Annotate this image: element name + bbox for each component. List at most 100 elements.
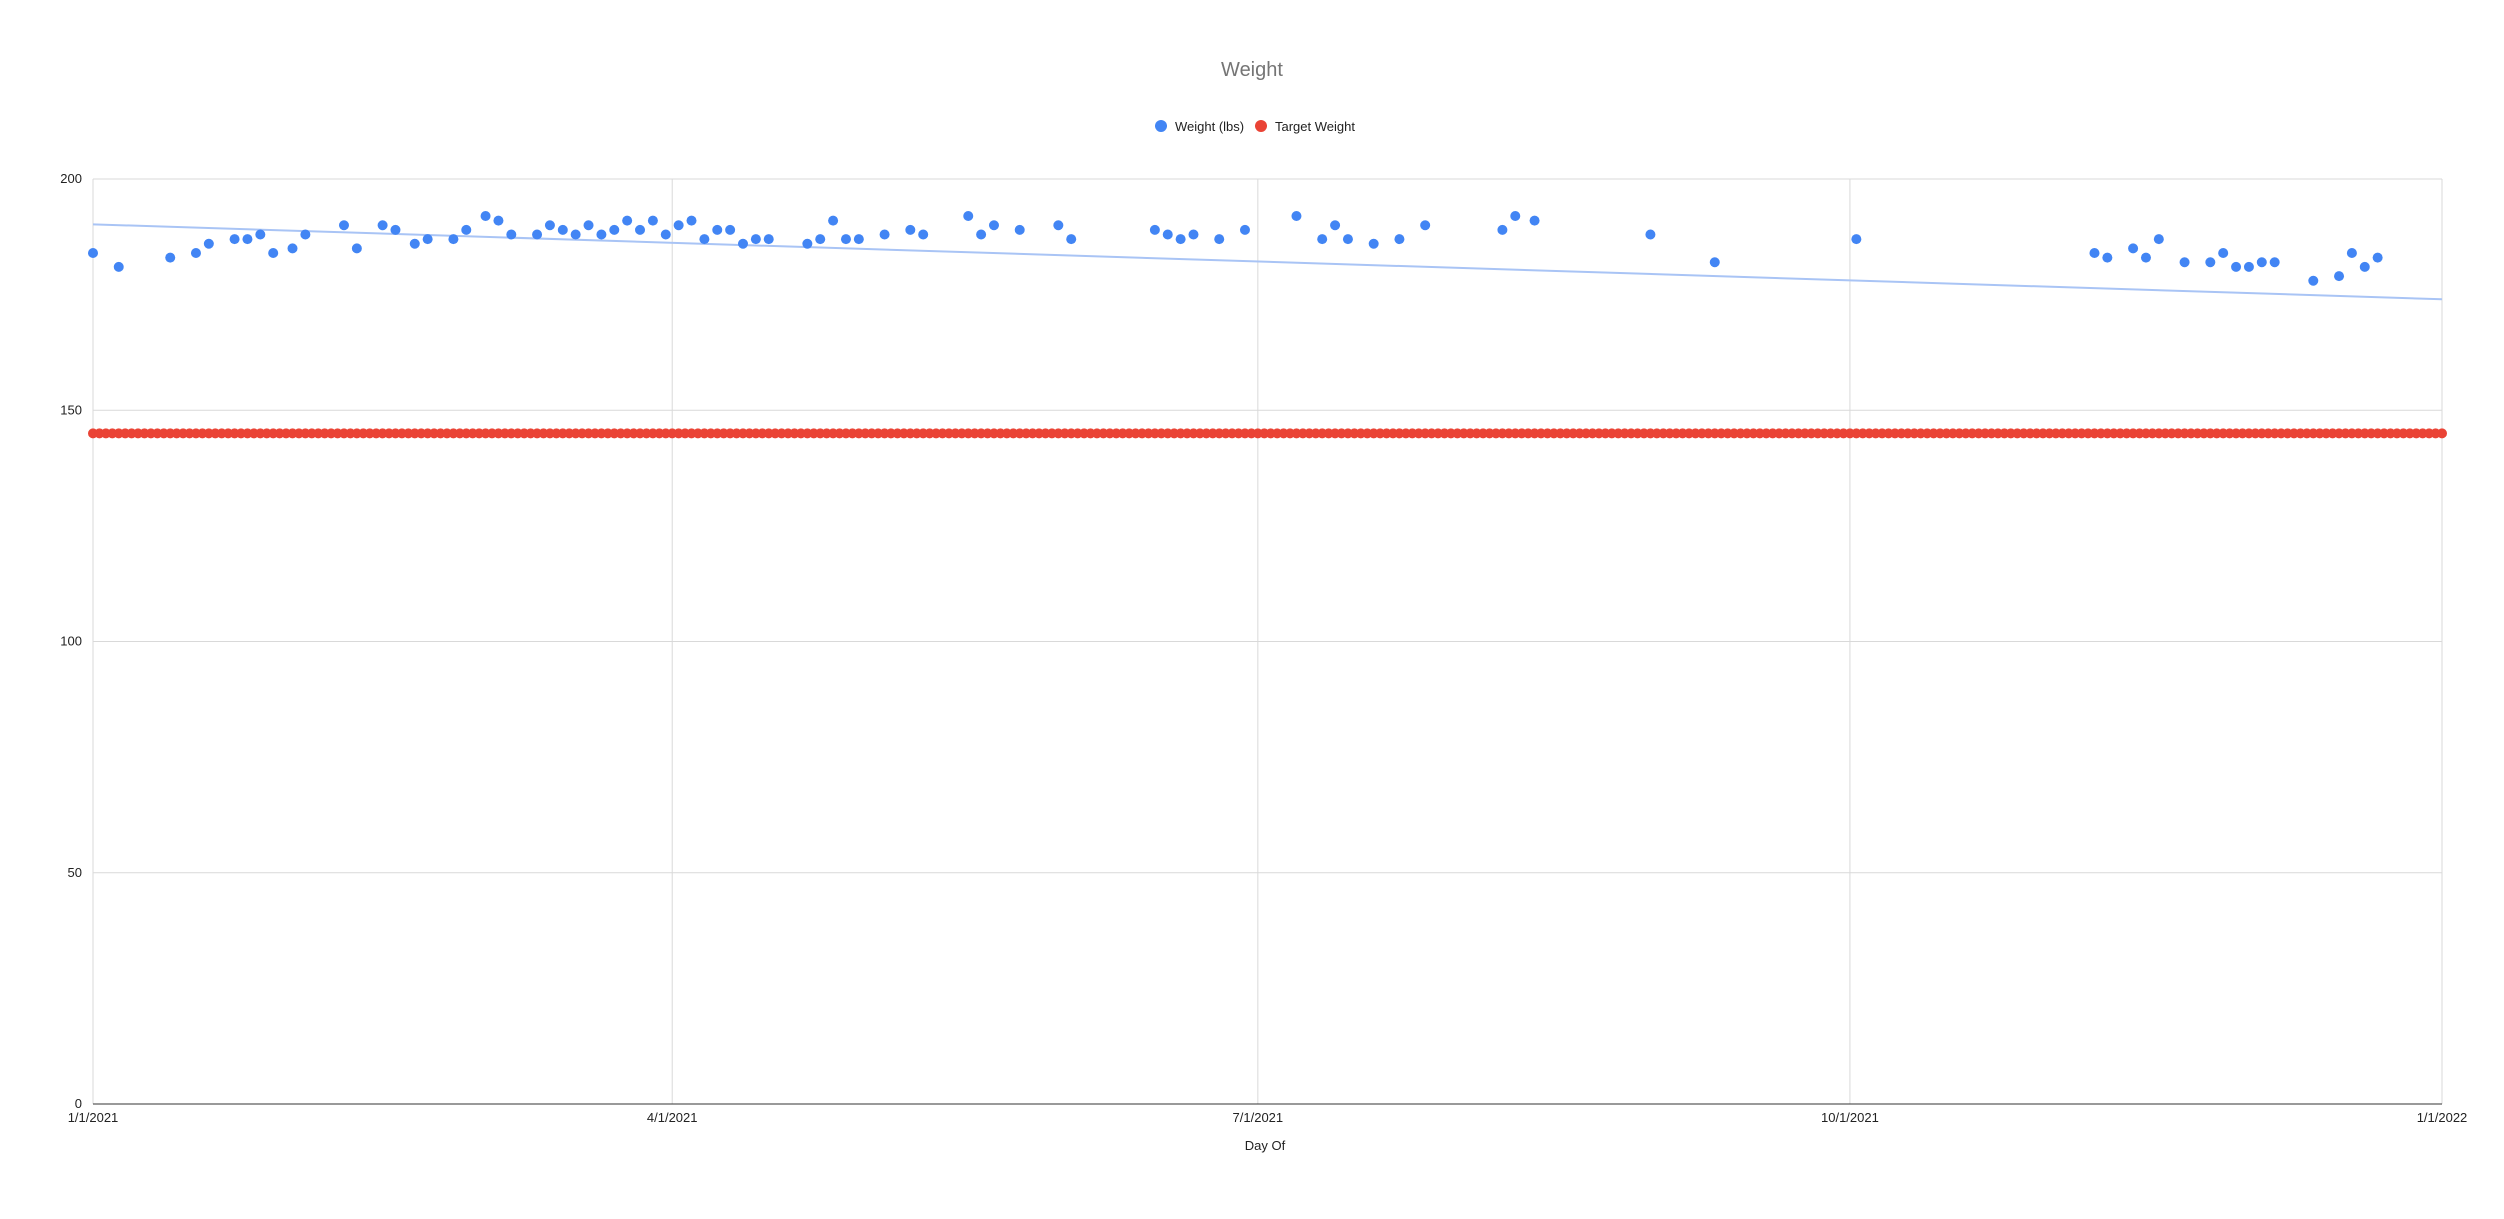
weight-point[interactable] bbox=[686, 215, 697, 226]
weight-point[interactable] bbox=[409, 238, 420, 249]
weight-point[interactable] bbox=[963, 211, 974, 221]
weight-point[interactable] bbox=[113, 261, 124, 272]
weight-point[interactable] bbox=[1342, 234, 1353, 245]
weight-point[interactable] bbox=[2128, 243, 2139, 254]
weight-point[interactable] bbox=[2346, 248, 2357, 258]
weight-point[interactable] bbox=[557, 224, 568, 235]
weight-point[interactable] bbox=[493, 215, 504, 226]
weight-point[interactable] bbox=[583, 220, 594, 231]
x-tick-label: 7/1/2021 bbox=[1233, 1110, 1284, 1125]
weight-point[interactable] bbox=[190, 248, 201, 258]
weight-point[interactable] bbox=[1709, 257, 1720, 268]
weight-point[interactable] bbox=[2089, 248, 2100, 258]
weight-point[interactable] bbox=[2102, 252, 2113, 263]
weight-point[interactable] bbox=[2372, 252, 2383, 263]
y-axis-tick-labels: 0 50 100 150 200 bbox=[60, 171, 82, 1111]
weight-point[interactable] bbox=[1053, 220, 1064, 231]
weight-point[interactable] bbox=[673, 220, 684, 231]
weight-point[interactable] bbox=[1851, 234, 1862, 245]
weight-point[interactable] bbox=[2334, 271, 2345, 282]
weight-point[interactable] bbox=[1175, 234, 1186, 245]
weight-point[interactable] bbox=[1014, 224, 1025, 235]
weight-point[interactable] bbox=[853, 234, 864, 245]
x-tick-label: 1/1/2021 bbox=[68, 1110, 119, 1125]
weight-point[interactable] bbox=[229, 234, 240, 245]
weight-point[interactable] bbox=[2256, 257, 2267, 268]
weight-point[interactable] bbox=[506, 229, 517, 240]
weight-point[interactable] bbox=[338, 220, 349, 231]
weight-point[interactable] bbox=[763, 234, 774, 245]
weight-point[interactable] bbox=[750, 234, 761, 245]
weight-point[interactable] bbox=[905, 224, 916, 235]
weight-point[interactable] bbox=[242, 234, 253, 245]
weight-point[interactable] bbox=[712, 224, 723, 235]
weight-point[interactable] bbox=[351, 243, 362, 254]
weight-point[interactable] bbox=[1645, 229, 1656, 240]
weight-point[interactable] bbox=[622, 215, 633, 226]
weight-point[interactable] bbox=[544, 220, 555, 231]
weight-point[interactable] bbox=[2153, 234, 2164, 245]
legend-item-target[interactable]: Target Weight bbox=[1255, 119, 1355, 134]
weight-point[interactable] bbox=[570, 229, 581, 240]
weight-point[interactable] bbox=[840, 234, 851, 245]
weight-point[interactable] bbox=[1066, 234, 1077, 245]
weight-point[interactable] bbox=[88, 248, 98, 258]
weight-point[interactable] bbox=[268, 248, 279, 258]
weight-point[interactable] bbox=[255, 229, 266, 240]
weight-point[interactable] bbox=[1394, 234, 1405, 245]
weight-point[interactable] bbox=[647, 215, 658, 226]
weight-point[interactable] bbox=[1239, 224, 1250, 235]
weight-point[interactable] bbox=[377, 220, 388, 231]
legend-label-weight: Weight (lbs) bbox=[1175, 119, 1244, 134]
weight-point[interactable] bbox=[802, 238, 813, 249]
weight-point[interactable] bbox=[287, 243, 298, 254]
weight-point[interactable] bbox=[300, 229, 311, 240]
weight-point[interactable] bbox=[1162, 229, 1173, 240]
weight-point[interactable] bbox=[699, 234, 710, 245]
weight-point[interactable] bbox=[988, 220, 999, 231]
weight-point[interactable] bbox=[1368, 238, 1379, 249]
weight-point[interactable] bbox=[1214, 234, 1225, 245]
weight-point[interactable] bbox=[635, 224, 646, 235]
legend-marker-weight bbox=[1155, 120, 1167, 132]
weight-point[interactable] bbox=[725, 224, 736, 235]
weight-point[interactable] bbox=[2308, 275, 2319, 286]
weight-point[interactable] bbox=[1291, 211, 1302, 221]
weight-point[interactable] bbox=[660, 229, 671, 240]
weight-point[interactable] bbox=[2218, 248, 2229, 258]
weight-point[interactable] bbox=[532, 229, 543, 240]
weight-point[interactable] bbox=[1497, 224, 1508, 235]
weight-point[interactable] bbox=[448, 234, 459, 245]
weight-point[interactable] bbox=[2269, 257, 2280, 268]
weight-point[interactable] bbox=[2231, 261, 2242, 272]
weight-point[interactable] bbox=[609, 224, 620, 235]
weight-point[interactable] bbox=[1317, 234, 1328, 245]
y-tick-label: 150 bbox=[60, 402, 82, 417]
weight-point[interactable] bbox=[879, 229, 890, 240]
weight-point[interactable] bbox=[1510, 211, 1521, 221]
weight-point[interactable] bbox=[165, 252, 176, 263]
weight-point[interactable] bbox=[1149, 224, 1160, 235]
weight-point[interactable] bbox=[2205, 257, 2216, 268]
weight-point[interactable] bbox=[2359, 261, 2370, 272]
weight-point[interactable] bbox=[480, 211, 491, 221]
target-weight-point[interactable] bbox=[2437, 428, 2447, 439]
weight-point[interactable] bbox=[422, 234, 433, 245]
weight-point[interactable] bbox=[2179, 257, 2190, 268]
weight-point[interactable] bbox=[976, 229, 987, 240]
weight-point[interactable] bbox=[203, 238, 214, 249]
weight-point[interactable] bbox=[390, 224, 401, 235]
weight-point[interactable] bbox=[1188, 229, 1199, 240]
weight-point[interactable] bbox=[737, 238, 748, 249]
weight-point[interactable] bbox=[596, 229, 607, 240]
weight-point[interactable] bbox=[815, 234, 826, 245]
weight-point[interactable] bbox=[1529, 215, 1540, 226]
weight-point[interactable] bbox=[1330, 220, 1341, 231]
weight-point[interactable] bbox=[828, 215, 839, 226]
weight-point[interactable] bbox=[461, 224, 472, 235]
weight-point[interactable] bbox=[1420, 220, 1431, 231]
weight-point[interactable] bbox=[2140, 252, 2151, 263]
legend-item-weight[interactable]: Weight (lbs) bbox=[1155, 119, 1244, 134]
weight-point[interactable] bbox=[2243, 261, 2254, 272]
weight-point[interactable] bbox=[918, 229, 929, 240]
